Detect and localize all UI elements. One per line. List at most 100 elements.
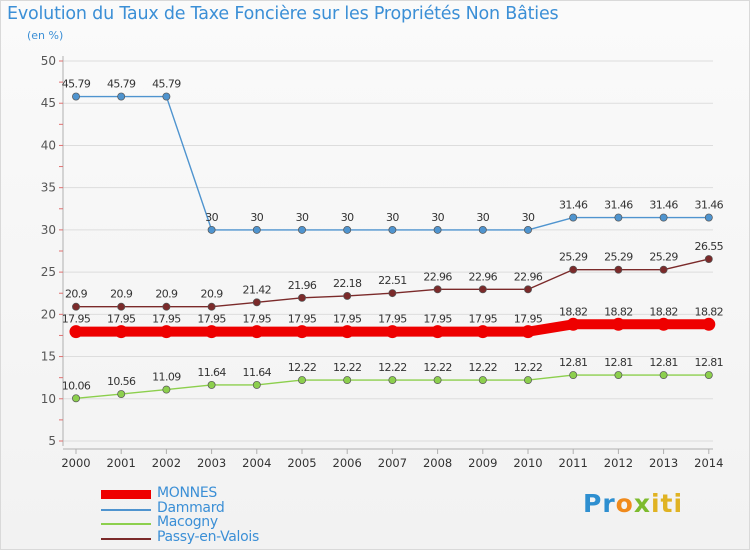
data-point-monnes xyxy=(250,325,264,339)
data-point-monnes xyxy=(295,325,309,339)
data-point-macogny xyxy=(162,385,171,394)
data-label-monnes: 17.95 xyxy=(514,313,543,326)
data-point-dammard xyxy=(252,225,261,234)
data-point-passy-en-valois xyxy=(72,302,80,311)
data-label-dammard: 30 xyxy=(476,211,489,224)
data-label-macogny: 12.22 xyxy=(423,361,452,374)
data-label-monnes: 17.95 xyxy=(107,313,136,326)
data-point-dammard xyxy=(614,213,623,222)
data-label-macogny: 12.81 xyxy=(695,356,724,369)
data-label-monnes: 17.95 xyxy=(469,313,498,326)
data-label-passy-en-valois: 20.9 xyxy=(110,288,133,301)
data-point-monnes xyxy=(114,325,128,339)
data-point-dammard xyxy=(478,225,487,234)
x-tick-label: 2014 xyxy=(694,456,723,470)
data-point-dammard xyxy=(433,225,442,234)
data-label-macogny: 10.06 xyxy=(62,379,91,392)
data-point-dammard xyxy=(298,225,306,234)
data-label-passy-en-valois: 21.42 xyxy=(243,283,272,296)
data-label-monnes: 17.95 xyxy=(197,313,226,326)
data-label-monnes: 17.95 xyxy=(288,313,317,326)
proxiti-logo: Proxiti xyxy=(583,489,684,518)
data-label-dammard: 30 xyxy=(296,211,309,224)
data-point-monnes xyxy=(431,325,445,339)
x-tick-label: 2013 xyxy=(649,456,678,470)
data-point-passy-en-valois xyxy=(478,285,487,294)
legend-swatch xyxy=(101,508,151,511)
data-point-dammard xyxy=(388,225,397,234)
data-point-passy-en-valois xyxy=(569,265,578,274)
data-point-macogny xyxy=(343,376,352,384)
data-label-passy-en-valois: 22.96 xyxy=(514,270,543,283)
x-tick-label: 2009 xyxy=(468,456,497,470)
data-label-macogny: 12.22 xyxy=(469,361,498,374)
x-tick-label: 2001 xyxy=(107,456,136,470)
data-label-passy-en-valois: 22.51 xyxy=(378,274,407,287)
data-label-monnes: 18.82 xyxy=(649,305,678,318)
data-label-macogny: 11.64 xyxy=(243,366,272,379)
data-point-passy-en-valois xyxy=(252,298,261,307)
data-label-monnes: 18.82 xyxy=(604,305,633,318)
data-label-dammard: 31.46 xyxy=(649,199,678,212)
data-label-dammard: 45.79 xyxy=(62,78,91,91)
data-label-monnes: 17.95 xyxy=(378,313,407,326)
legend-swatch xyxy=(101,537,151,540)
data-point-macogny xyxy=(117,390,126,398)
y-tick-label: 5 xyxy=(48,434,56,448)
data-label-monnes: 17.95 xyxy=(423,313,452,326)
x-tick-label: 2006 xyxy=(333,456,362,470)
data-point-monnes xyxy=(521,325,535,339)
data-label-macogny: 12.81 xyxy=(604,356,633,369)
data-point-passy-en-valois xyxy=(298,293,306,302)
data-label-macogny: 12.22 xyxy=(288,361,317,374)
y-tick-label: 45 xyxy=(41,96,56,110)
data-label-monnes: 17.95 xyxy=(333,313,362,326)
data-label-dammard: 30 xyxy=(250,211,263,224)
data-label-monnes: 18.82 xyxy=(695,305,724,318)
data-label-passy-en-valois: 20.9 xyxy=(201,288,224,301)
data-point-macogny xyxy=(614,371,623,379)
data-point-passy-en-valois xyxy=(704,255,713,263)
data-label-macogny: 12.22 xyxy=(378,361,407,374)
data-point-passy-en-valois xyxy=(162,302,171,311)
data-point-macogny xyxy=(433,376,442,384)
data-label-passy-en-valois: 20.9 xyxy=(155,288,178,301)
x-tick-label: 2000 xyxy=(61,456,90,470)
data-point-monnes xyxy=(611,317,625,331)
data-label-passy-en-valois: 22.96 xyxy=(469,270,498,283)
legend-label: Passy-en-Valois xyxy=(157,528,259,545)
data-point-macogny xyxy=(704,371,713,379)
data-label-macogny: 10.56 xyxy=(107,375,136,388)
data-label-macogny: 12.81 xyxy=(649,356,678,369)
data-point-passy-en-valois xyxy=(614,265,623,274)
data-point-monnes xyxy=(566,317,580,331)
data-point-macogny xyxy=(388,376,397,384)
data-label-dammard: 31.46 xyxy=(695,199,724,212)
data-label-passy-en-valois: 21.96 xyxy=(288,279,317,292)
data-point-dammard xyxy=(72,92,80,101)
data-point-monnes xyxy=(205,325,219,339)
data-point-dammard xyxy=(343,225,352,234)
y-tick-label: 10 xyxy=(41,392,56,406)
y-tick-label: 20 xyxy=(41,307,56,321)
data-label-passy-en-valois: 25.29 xyxy=(604,251,633,264)
data-label-macogny: 11.09 xyxy=(152,371,181,384)
data-label-monnes: 17.95 xyxy=(243,313,272,326)
data-point-macogny xyxy=(207,380,216,389)
data-label-passy-en-valois: 22.18 xyxy=(333,277,362,290)
data-point-dammard xyxy=(524,225,532,234)
x-tick-label: 2011 xyxy=(559,456,588,470)
data-point-monnes xyxy=(476,325,490,339)
data-point-macogny xyxy=(478,376,487,384)
data-point-passy-en-valois xyxy=(388,289,397,298)
data-label-dammard: 30 xyxy=(205,211,218,224)
data-label-dammard: 45.79 xyxy=(152,78,181,91)
data-point-dammard xyxy=(569,213,578,222)
data-label-passy-en-valois: 20.9 xyxy=(65,288,88,301)
x-tick-label: 2005 xyxy=(287,456,316,470)
data-point-macogny xyxy=(524,376,532,384)
x-tick-label: 2010 xyxy=(513,456,542,470)
unit-label: (en %) xyxy=(27,29,64,42)
data-label-passy-en-valois: 26.55 xyxy=(695,240,724,253)
